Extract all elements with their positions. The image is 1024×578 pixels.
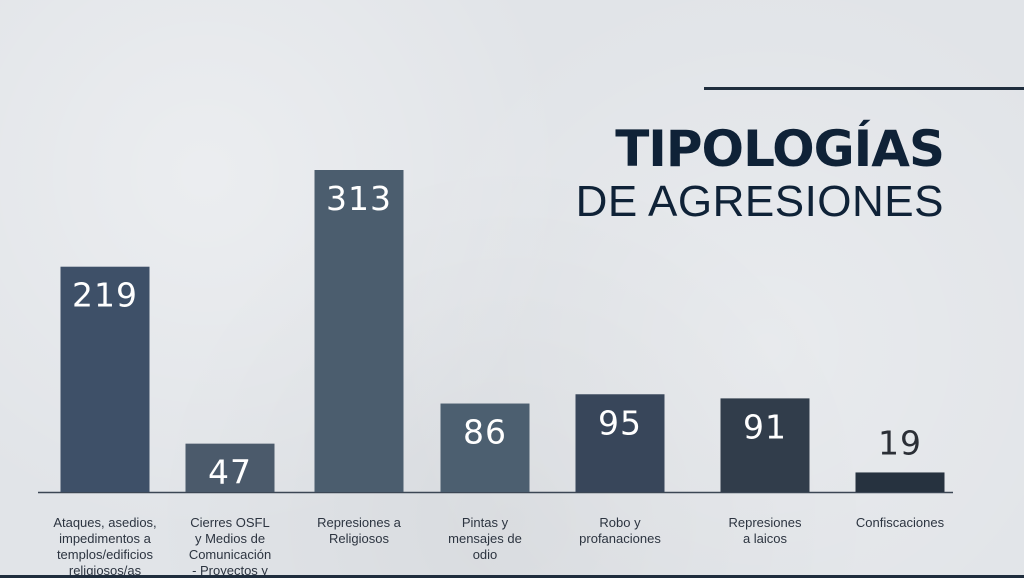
data-label-5: 95 [598, 403, 642, 442]
category-label-4: Pintas y mensajes de odio [448, 515, 522, 562]
bar-2 [185, 443, 275, 492]
chart-title-sub: DE AGRESIONES [575, 177, 944, 226]
chart-title-main: TIPOLOGÍAS [615, 120, 945, 178]
bar-3 [314, 170, 404, 492]
category-label-7: Confiscaciones [856, 515, 945, 530]
category-label-3: Represiones a Religiosos [317, 515, 402, 546]
bar-5 [575, 394, 665, 492]
bar-4 [440, 403, 530, 492]
data-label-3: 313 [326, 179, 392, 218]
decorative-rule [704, 87, 1024, 90]
bottom-border [0, 575, 1024, 578]
bar-7 [855, 472, 945, 492]
category-label-5: Robo y profanaciones [579, 515, 661, 546]
category-label-6: Represiones a laicos [729, 515, 802, 546]
chart-title: TIPOLOGÍAS DE AGRESIONES [575, 120, 945, 226]
data-label-2: 47 [208, 453, 252, 492]
category-label-1: Ataques, asedios, impedimentos a templos/e… [53, 515, 156, 578]
category-label-2: Cierres OSFL y Medios de Comunicación - Pro… [189, 515, 271, 578]
data-label-1: 219 [72, 276, 138, 315]
data-label-7: 19 [878, 423, 922, 462]
data-label-6: 91 [743, 407, 787, 446]
bar-6 [720, 398, 810, 492]
data-label-4: 86 [463, 413, 507, 452]
bar-1 [60, 266, 150, 492]
